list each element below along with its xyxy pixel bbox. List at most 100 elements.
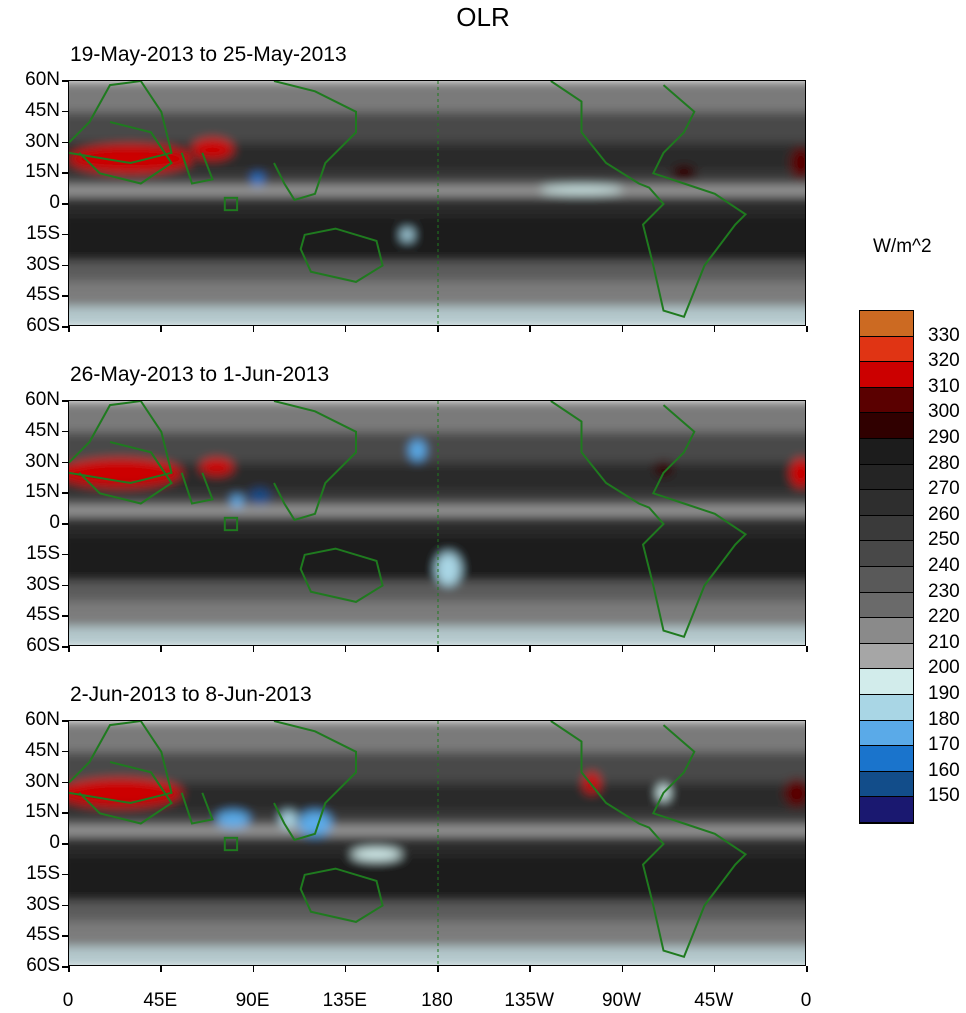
colorbar-box — [860, 566, 913, 593]
lat-tick — [62, 203, 68, 205]
lat-tick — [62, 904, 68, 906]
coastline — [550, 721, 748, 959]
olr-band — [69, 782, 805, 814]
colorbar-label: 180 — [928, 708, 960, 730]
colorbar-label: 260 — [928, 503, 960, 525]
lat-tick-label: 15S — [26, 222, 60, 244]
olr-band — [69, 946, 805, 965]
lat-tick-label: 60N — [25, 389, 60, 410]
olr-band — [69, 813, 805, 826]
olr-anomaly — [401, 228, 414, 241]
colorbar-box — [860, 464, 913, 491]
olr-map-panel — [68, 400, 806, 646]
coastline — [180, 792, 214, 825]
olr-anomaly — [784, 778, 805, 808]
olr-anomaly — [671, 165, 697, 182]
olr-anomaly — [192, 138, 233, 159]
olr-band — [69, 261, 805, 282]
field-layer — [69, 401, 805, 645]
lat-tick — [62, 430, 68, 433]
colorbar-box — [860, 694, 913, 721]
coastline — [273, 401, 357, 522]
olr-band — [69, 835, 805, 855]
olr-anomaly — [69, 778, 182, 808]
lon-tick — [437, 646, 439, 652]
colorbar-label: 270 — [928, 478, 960, 500]
lat-tick — [62, 295, 68, 297]
lon-tick — [621, 966, 623, 972]
lon-tick-label: 90E — [235, 990, 270, 1011]
lat-tick-label: 0 — [49, 192, 60, 213]
coastline — [299, 227, 384, 283]
lon-tick-label: 45E — [143, 990, 178, 1011]
lon-tick — [806, 646, 808, 652]
lat-tick — [62, 873, 68, 876]
lat-tick-label: 30N — [25, 130, 60, 152]
colorbar — [859, 310, 914, 824]
colorbar-label: 230 — [928, 580, 960, 602]
lon-tick — [529, 966, 531, 972]
olr-band — [69, 505, 805, 516]
lon-tick-label: 0 — [62, 990, 74, 1011]
olr-band — [69, 81, 805, 112]
lon-tick — [529, 326, 531, 332]
olr-band — [69, 281, 805, 307]
lat-tick — [62, 172, 68, 174]
coastline — [299, 547, 384, 603]
colorbar-box — [860, 592, 913, 619]
olr-field — [69, 81, 805, 325]
colorbar-box — [860, 541, 913, 567]
olr-band — [69, 185, 805, 196]
lat-tick-label: 15N — [25, 801, 60, 823]
lat-tick-label: 60S — [26, 315, 60, 336]
colorbar-box — [860, 515, 913, 542]
lat-tick — [62, 615, 68, 617]
olr-anomaly — [653, 460, 674, 477]
colorbar-box — [860, 490, 913, 516]
lon-tick — [68, 966, 70, 972]
lat-tick — [62, 935, 68, 937]
colorbar-units: W/m^2 — [873, 236, 932, 257]
lat-tick-label: 45S — [26, 604, 60, 626]
lat-tick-label: 60S — [26, 635, 60, 656]
lat-tick — [62, 461, 68, 463]
lat-tick — [62, 264, 68, 266]
lat-tick — [62, 400, 68, 402]
olr-band — [69, 111, 805, 143]
field-layer — [69, 81, 805, 325]
lat-tick — [62, 750, 68, 753]
lon-tick-label: 180 — [421, 990, 453, 1011]
colorbar-box — [860, 413, 913, 439]
colorbar-label: 310 — [928, 375, 960, 397]
lat-tick-label: 0 — [49, 512, 60, 533]
olr-band — [69, 462, 805, 494]
lat-tick — [62, 110, 68, 113]
colorbar-box — [860, 362, 913, 388]
panel-title: 19-May-2013 to 25-May-2013 — [70, 43, 347, 66]
olr-band — [69, 195, 805, 215]
lat-tick-label: 45N — [25, 419, 60, 441]
colorbar-label: 300 — [928, 401, 960, 423]
lon-tick — [806, 966, 808, 972]
olr-anomaly — [790, 458, 805, 488]
olr-band — [69, 751, 805, 783]
lon-tick — [713, 966, 716, 972]
colorbar-box — [860, 746, 913, 772]
colorbar-label: 290 — [928, 427, 960, 448]
lon-tick-label: 45W — [694, 990, 734, 1011]
colorbar-label: 250 — [928, 529, 960, 551]
coastline — [299, 867, 384, 923]
olr-band — [69, 825, 805, 836]
lon-tick-label: 0 — [800, 990, 812, 1011]
colorbar-label: 330 — [928, 324, 960, 346]
lat-tick — [62, 80, 68, 82]
olr-anomaly — [200, 458, 234, 475]
lat-tick — [62, 553, 68, 556]
colorbar-label: 280 — [928, 452, 960, 474]
olr-band — [69, 401, 805, 432]
lon-tick-label: 135E — [322, 990, 367, 1011]
region-box — [223, 836, 239, 852]
lat-tick-label: 45S — [26, 924, 60, 946]
lon-tick — [252, 966, 254, 972]
lat-tick — [62, 141, 68, 143]
